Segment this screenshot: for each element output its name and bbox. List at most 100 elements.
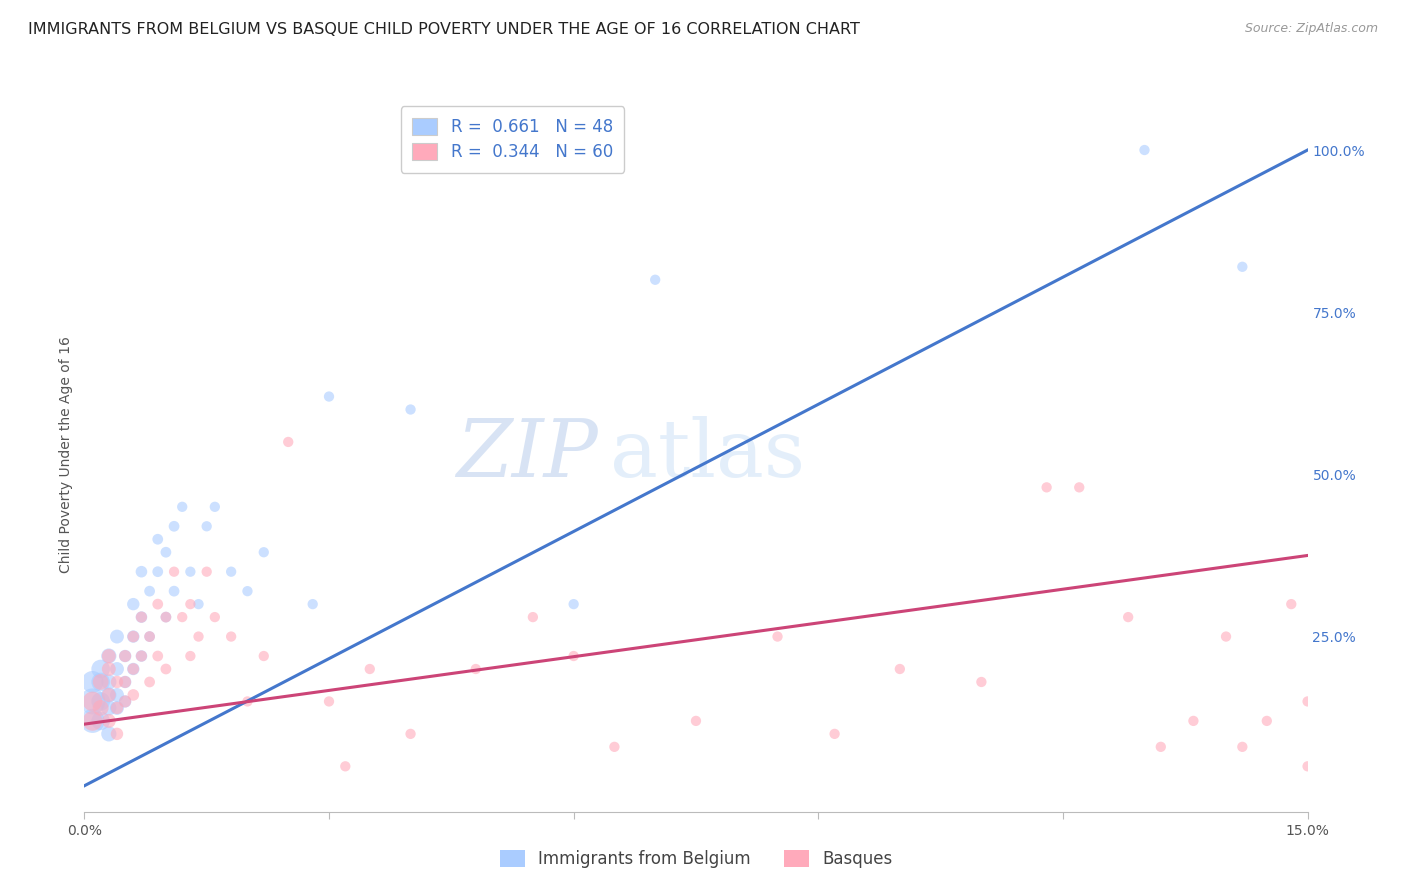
Point [335,759,357,773]
Point [1133,143,1156,157]
Point [138,630,160,644]
Point [163,565,186,579]
Point [464,662,486,676]
Point [236,584,259,599]
Text: Source: ZipAtlas.com: Source: ZipAtlas.com [1244,22,1378,36]
Point [114,648,136,663]
Point [318,390,340,404]
Point [1232,260,1254,274]
Point [685,714,707,728]
Point [155,662,177,676]
Point [90,675,112,690]
Point [122,688,145,702]
Legend: Immigrants from Belgium, Basques: Immigrants from Belgium, Basques [494,843,898,875]
Point [138,675,160,690]
Point [359,662,381,676]
Point [155,545,177,559]
Point [1296,694,1319,708]
Text: ZIP: ZIP [457,417,598,493]
Point [131,648,153,663]
Point [114,694,136,708]
Point [114,694,136,708]
Point [97,701,120,715]
Point [1232,739,1254,754]
Point [522,610,544,624]
Point [105,701,128,715]
Point [163,519,186,533]
Point [82,694,104,708]
Point [82,714,104,728]
Point [97,727,120,741]
Point [187,630,209,644]
Point [970,675,993,690]
Point [219,565,242,579]
Point [97,714,120,728]
Point [179,597,201,611]
Y-axis label: Child Poverty Under the Age of 16: Child Poverty Under the Age of 16 [59,336,73,574]
Point [114,675,136,690]
Point [82,714,104,728]
Point [277,434,299,449]
Point [219,630,242,644]
Point [105,727,128,741]
Point [204,500,226,514]
Point [138,584,160,599]
Point [138,630,160,644]
Point [114,675,136,690]
Point [122,630,145,644]
Point [90,701,112,715]
Point [562,597,585,611]
Point [146,565,169,579]
Point [122,630,145,644]
Point [105,688,128,702]
Point [195,519,218,533]
Point [105,662,128,676]
Point [97,648,120,663]
Point [90,714,112,728]
Point [236,694,259,708]
Point [179,648,201,663]
Point [90,694,112,708]
Point [105,675,128,690]
Point [97,648,120,663]
Point [187,597,209,611]
Point [195,565,218,579]
Point [131,565,153,579]
Point [1035,480,1057,494]
Point [318,694,340,708]
Point [155,610,177,624]
Point [163,584,186,599]
Point [644,273,666,287]
Point [105,630,128,644]
Point [824,727,846,741]
Point [97,688,120,702]
Point [172,500,194,514]
Point [131,610,153,624]
Point [301,597,323,611]
Point [253,648,276,663]
Point [114,648,136,663]
Point [1279,597,1302,611]
Point [97,662,120,676]
Point [603,739,626,754]
Point [1256,714,1278,728]
Point [122,597,145,611]
Point [131,648,153,663]
Text: atlas: atlas [610,416,806,494]
Point [1116,610,1139,624]
Point [131,610,153,624]
Point [105,701,128,715]
Point [82,675,104,690]
Point [97,688,120,702]
Point [97,675,120,690]
Point [1182,714,1205,728]
Point [122,662,145,676]
Point [82,694,104,708]
Point [253,545,276,559]
Point [399,402,422,417]
Point [1069,480,1091,494]
Point [172,610,194,624]
Point [766,630,789,644]
Point [1150,739,1173,754]
Point [90,675,112,690]
